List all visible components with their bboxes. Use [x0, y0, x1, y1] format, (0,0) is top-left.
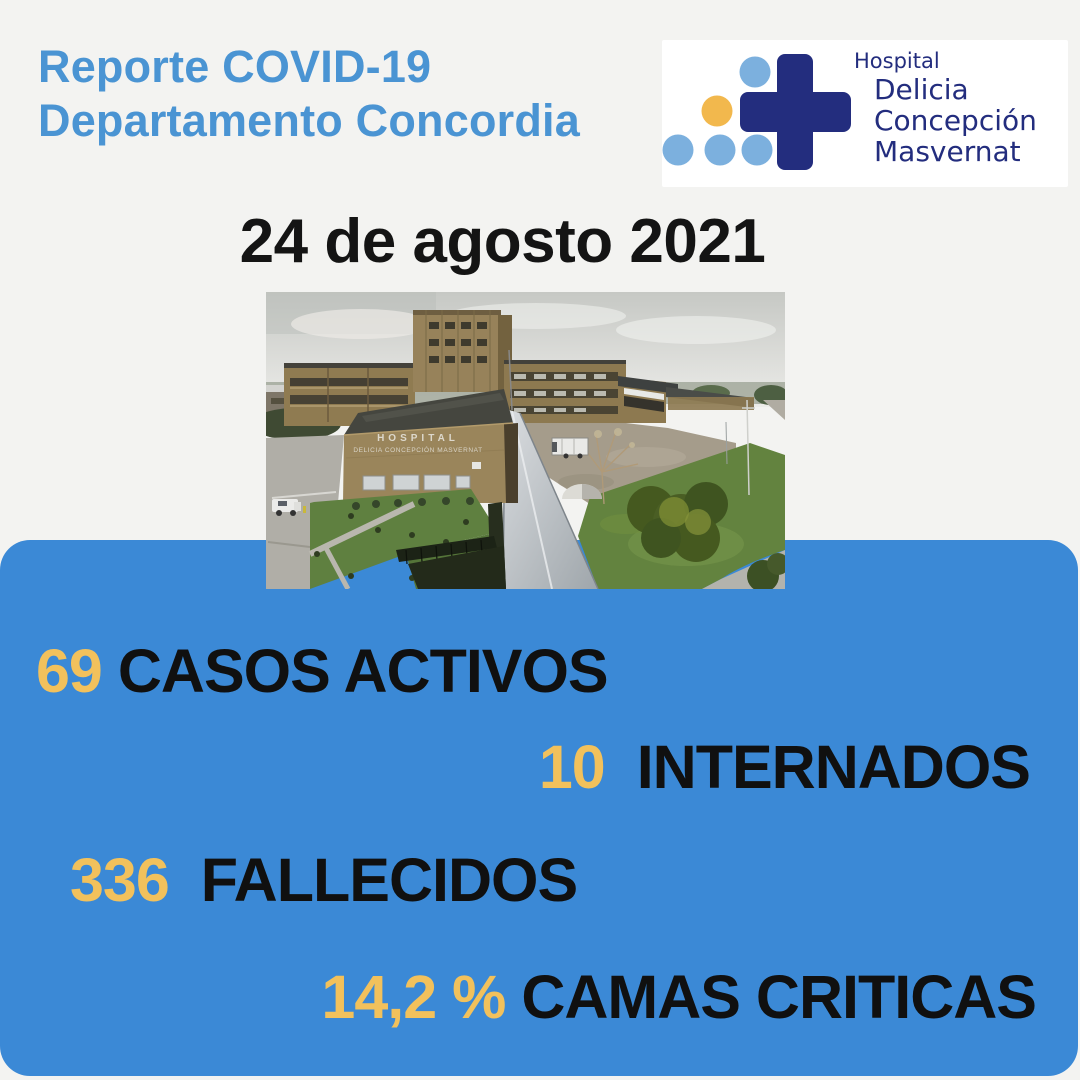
critical-beds-value: 14,2 %	[321, 963, 506, 1031]
building-sign-line1: HOSPITAL	[377, 433, 459, 444]
hospitalized-label: INTERNADOS	[636, 733, 1031, 801]
logo-name-line3: Masvernat	[874, 135, 1021, 168]
bare-tree	[580, 431, 639, 505]
hospitalized-value: 10	[538, 733, 606, 801]
logo-text: Hospital Delicia Concepción Masvernat	[854, 48, 1037, 167]
deaths-value: 336	[70, 846, 170, 914]
active-cases-label: CASOS ACTIVOS	[117, 637, 609, 705]
stat-hospitalized: 10 INTERNADOS	[539, 737, 1031, 798]
logo-name-line1: Delicia	[874, 73, 969, 106]
logo-cross-and-dots-icon	[662, 54, 851, 170]
stat-active-cases: 69 CASOS ACTIVOS	[36, 641, 609, 702]
stat-deaths: 336 FALLECIDOS	[70, 850, 578, 911]
active-cases-value: 69	[36, 637, 103, 705]
logo-word-hospital: Hospital	[854, 49, 940, 73]
hospital-logo: Hospital Delicia Concepción Masvernat	[662, 40, 1068, 187]
truck	[272, 499, 301, 516]
hospital-photo: HOSPITAL DELICIA CONCEPCIÓN MASVERNAT	[266, 292, 785, 589]
report-title-line1: Reporte COVID-19	[38, 41, 432, 92]
stats-panel: 69 CASOS ACTIVOS 10 INTERNADOS 336 FALLECID…	[0, 540, 1078, 1076]
building-sign-line2: DELICIA CONCEPCIÓN MASVERNAT	[353, 445, 482, 454]
deaths-label: FALLECIDOS	[200, 846, 578, 914]
tree	[627, 482, 728, 562]
report-title: Reporte COVID-19 Departamento Concordia	[38, 40, 580, 148]
report-date: 24 de agosto 2021	[239, 207, 766, 276]
logo-name-line2: Concepción	[874, 104, 1037, 137]
report-title-line2: Departamento Concordia	[38, 95, 580, 146]
critical-beds-label: CAMAS CRITICAS	[521, 963, 1037, 1031]
stat-critical-beds: 14,2 % CAMAS CRITICAS	[321, 967, 1037, 1028]
